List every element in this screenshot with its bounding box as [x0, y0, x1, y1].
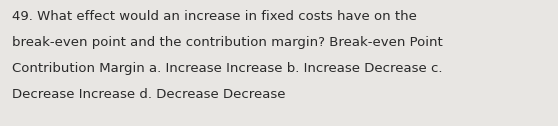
Text: Contribution Margin a. Increase Increase b. Increase Decrease c.: Contribution Margin a. Increase Increase… — [12, 62, 442, 75]
Text: 49. What effect would an increase in fixed costs have on the: 49. What effect would an increase in fix… — [12, 10, 417, 23]
Text: Decrease Increase d. Decrease Decrease: Decrease Increase d. Decrease Decrease — [12, 88, 286, 101]
Text: break-even point and the contribution margin? Break-even Point: break-even point and the contribution ma… — [12, 36, 442, 49]
